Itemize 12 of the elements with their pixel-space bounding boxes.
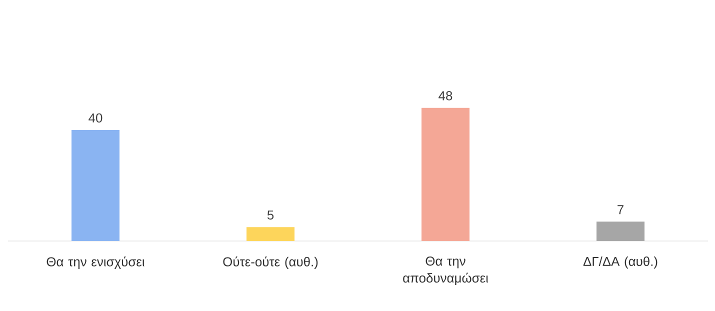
x-tick-label: ΔΓ/ΔΑ (αυθ.): [583, 256, 658, 269]
bar: [246, 227, 295, 241]
x-tick-label: Θα την αποδυναμώσει: [403, 256, 488, 285]
x-tick-label: Ούτε-ούτε (αυθ.): [223, 256, 318, 269]
data-label: 7: [618, 205, 624, 214]
bar: [596, 222, 645, 241]
data-label: 5: [267, 210, 274, 220]
bar: [72, 130, 120, 241]
data-label: 40: [88, 113, 102, 123]
bar: [422, 108, 470, 241]
x-tick-label: Θα την ενισχύσει: [46, 256, 144, 269]
data-label: 48: [438, 91, 452, 100]
